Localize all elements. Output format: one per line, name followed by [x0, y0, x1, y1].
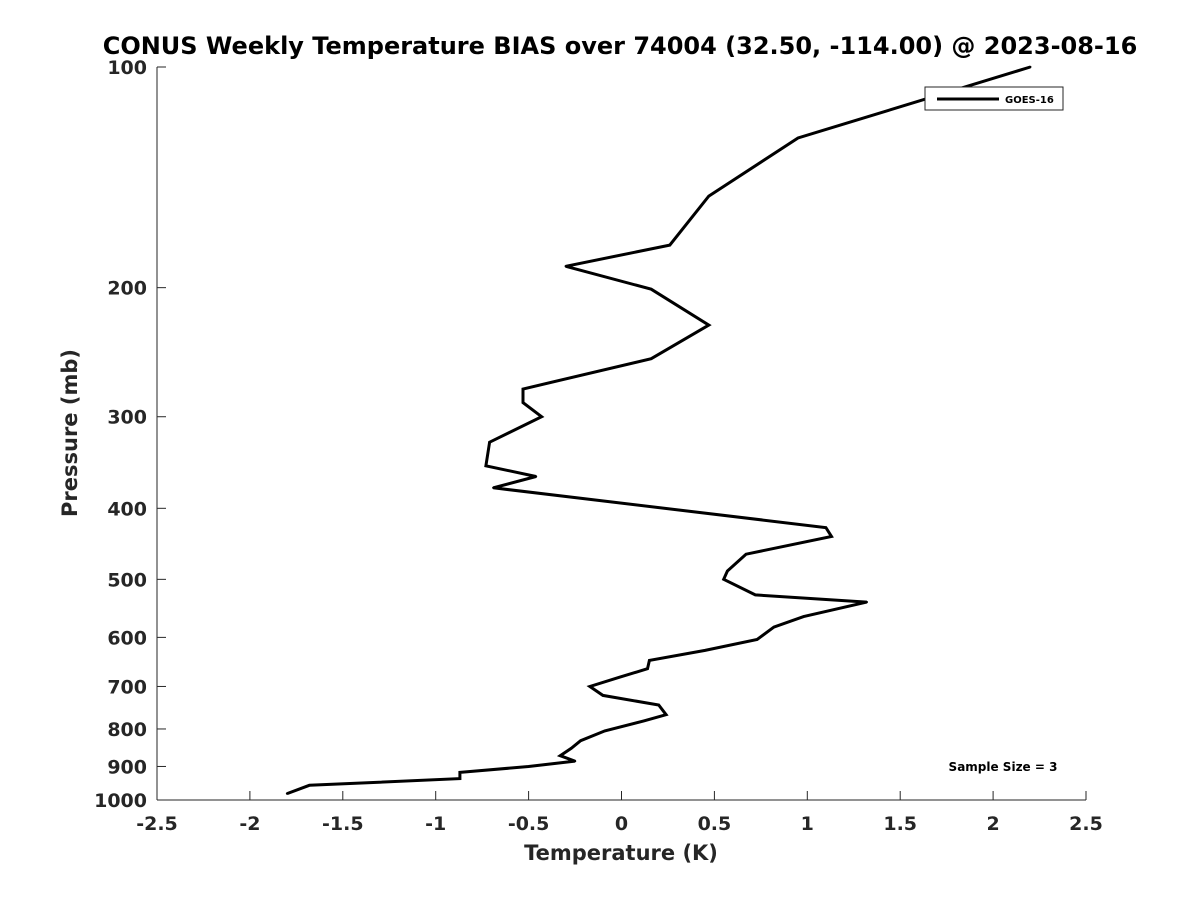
- x-tick-label: -2: [239, 813, 260, 835]
- x-tick-label: -1: [425, 813, 446, 835]
- data-point: [707, 323, 711, 327]
- x-tick-label: 0: [615, 813, 628, 835]
- y-tick-label: 200: [107, 278, 147, 300]
- data-point: [642, 719, 645, 723]
- data-point: [824, 526, 828, 529]
- data-point: [540, 415, 543, 418]
- x-tick-label: 1: [801, 813, 814, 835]
- data-point: [492, 486, 495, 489]
- x-ticks: -2.5 -2 -1.5 -1 -0.5 0 0.5 1 1.5 2 2.5: [136, 791, 1103, 835]
- data-point: [458, 771, 462, 774]
- data-point: [650, 357, 653, 360]
- series-line-goes-16: [286, 65, 1031, 796]
- x-axis-label: Temperature (K): [524, 841, 718, 865]
- data-point: [722, 578, 725, 581]
- y-ticks: 100 200 300 400 500 600 700 800 900 1000: [94, 57, 166, 812]
- data-point: [650, 288, 653, 291]
- data-point: [668, 243, 672, 247]
- data-point: [618, 676, 621, 679]
- y-tick-label: 100: [107, 57, 147, 79]
- data-point: [579, 739, 582, 742]
- y-tick-label: 900: [107, 756, 147, 778]
- data-point: [648, 659, 651, 662]
- x-tick-label: -1.5: [322, 813, 364, 835]
- data-point: [564, 265, 567, 268]
- x-tick-label: -2.5: [136, 813, 178, 835]
- data-point: [603, 729, 606, 733]
- data-point: [646, 667, 649, 670]
- series-layer: [285, 65, 1032, 796]
- data-point: [830, 535, 833, 538]
- data-point: [703, 649, 707, 652]
- data-point: [527, 765, 530, 768]
- y-tick-label: 700: [107, 676, 147, 698]
- data-point: [657, 703, 660, 707]
- x-tick-label: 2.5: [1069, 813, 1103, 835]
- data-point: [1029, 65, 1032, 69]
- y-tick-label: 1000: [94, 790, 147, 812]
- data-point: [601, 694, 605, 697]
- data-point: [558, 754, 562, 757]
- legend: GOES-16: [924, 86, 1064, 111]
- x-tick-label: -0.5: [508, 813, 550, 835]
- data-point: [534, 475, 538, 478]
- data-point: [308, 784, 311, 787]
- data-point: [521, 387, 525, 391]
- data-point: [664, 713, 668, 716]
- data-point: [484, 464, 488, 468]
- y-axis-label: Pressure (mb): [58, 349, 82, 517]
- data-point: [707, 194, 711, 198]
- y-tick-label: 500: [107, 569, 147, 591]
- data-point: [588, 685, 592, 688]
- data-point: [285, 792, 289, 795]
- y-tick-label: 600: [107, 627, 147, 649]
- chart-title: CONUS Weekly Temperature BIAS over 74004…: [103, 32, 1138, 60]
- sample-size-annotation: Sample Size = 3: [949, 760, 1058, 774]
- data-point: [521, 401, 525, 404]
- data-point: [726, 569, 729, 573]
- data-point: [458, 777, 462, 780]
- y-tick-label: 300: [107, 407, 147, 429]
- data-point: [796, 136, 800, 140]
- y-tick-label: 400: [107, 498, 147, 520]
- data-point: [488, 441, 491, 444]
- x-tick-label: 1.5: [883, 813, 917, 835]
- data-point: [772, 625, 776, 629]
- legend-label-goes-16: GOES-16: [1005, 95, 1054, 106]
- data-point: [754, 593, 757, 597]
- data-point: [865, 600, 868, 604]
- x-tick-label: 2: [986, 813, 999, 835]
- y-tick-label: 800: [107, 719, 147, 741]
- data-point: [573, 759, 577, 763]
- data-point: [570, 747, 573, 750]
- x-tick-label: 0.5: [698, 813, 732, 835]
- data-point: [744, 552, 748, 556]
- data-point: [755, 638, 759, 641]
- data-point: [802, 615, 805, 618]
